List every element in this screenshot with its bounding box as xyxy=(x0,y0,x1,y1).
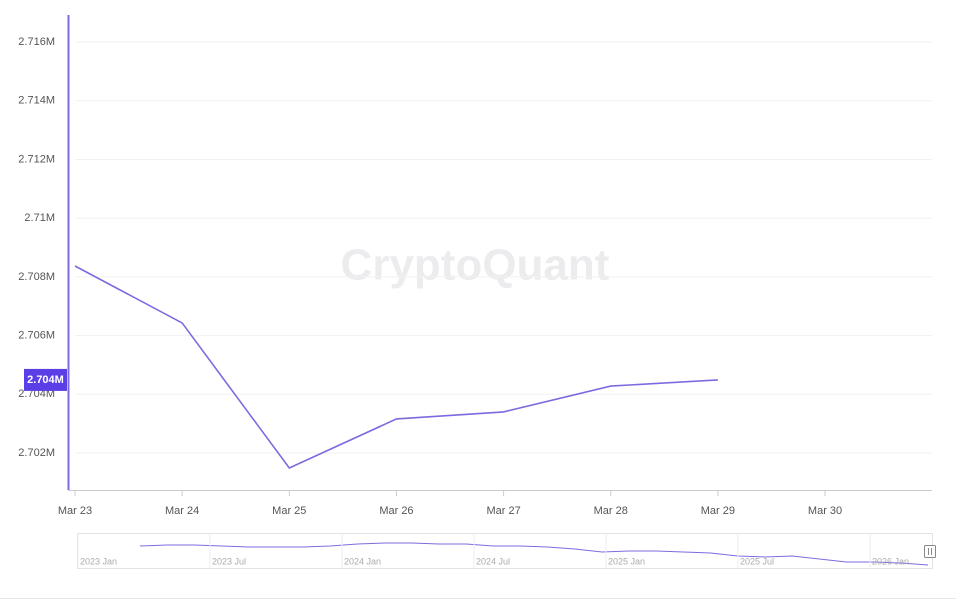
y-tick-label: 2.71M xyxy=(24,212,55,224)
navigator-line xyxy=(139,542,929,566)
current-value-label: 2.704M xyxy=(27,374,64,386)
x-tick-label: Mar 28 xyxy=(594,505,628,517)
navigator-label: 2024 Jul xyxy=(476,556,510,566)
y-tick-label: 2.716M xyxy=(18,36,55,48)
y-tick-label: 2.704M xyxy=(18,388,55,400)
current-value-badge xyxy=(24,368,67,391)
x-tick-label: Mar 26 xyxy=(379,505,413,517)
y-tick-label: 2.714M xyxy=(18,95,55,107)
x-tick-label: Mar 30 xyxy=(808,505,842,517)
navigator-label: 2025 Jul xyxy=(740,556,774,566)
navigator-label: 2026 Jan xyxy=(872,556,909,566)
x-tick-label: Mar 23 xyxy=(58,505,92,517)
x-tick-label: Mar 27 xyxy=(486,505,520,517)
x-tick-label: Mar 24 xyxy=(165,505,199,517)
watermark: CryptoQuant xyxy=(341,241,610,290)
x-tick-label: Mar 25 xyxy=(272,505,306,517)
navigator-handle[interactable] xyxy=(924,545,936,558)
navigator-label: 2023 Jul xyxy=(212,556,246,566)
navigator-label: 2024 Jan xyxy=(344,556,381,566)
y-tick-label: 2.702M xyxy=(18,447,55,459)
navigator-label: 2023 Jan xyxy=(80,556,117,566)
navigator-label: 2025 Jan xyxy=(608,556,645,566)
y-tick-label: 2.706M xyxy=(18,329,55,341)
x-tick-label: Mar 29 xyxy=(701,505,735,517)
y-tick-label: 2.708M xyxy=(18,271,55,283)
data-line xyxy=(74,265,718,469)
y-tick-label: 2.712M xyxy=(18,153,55,165)
